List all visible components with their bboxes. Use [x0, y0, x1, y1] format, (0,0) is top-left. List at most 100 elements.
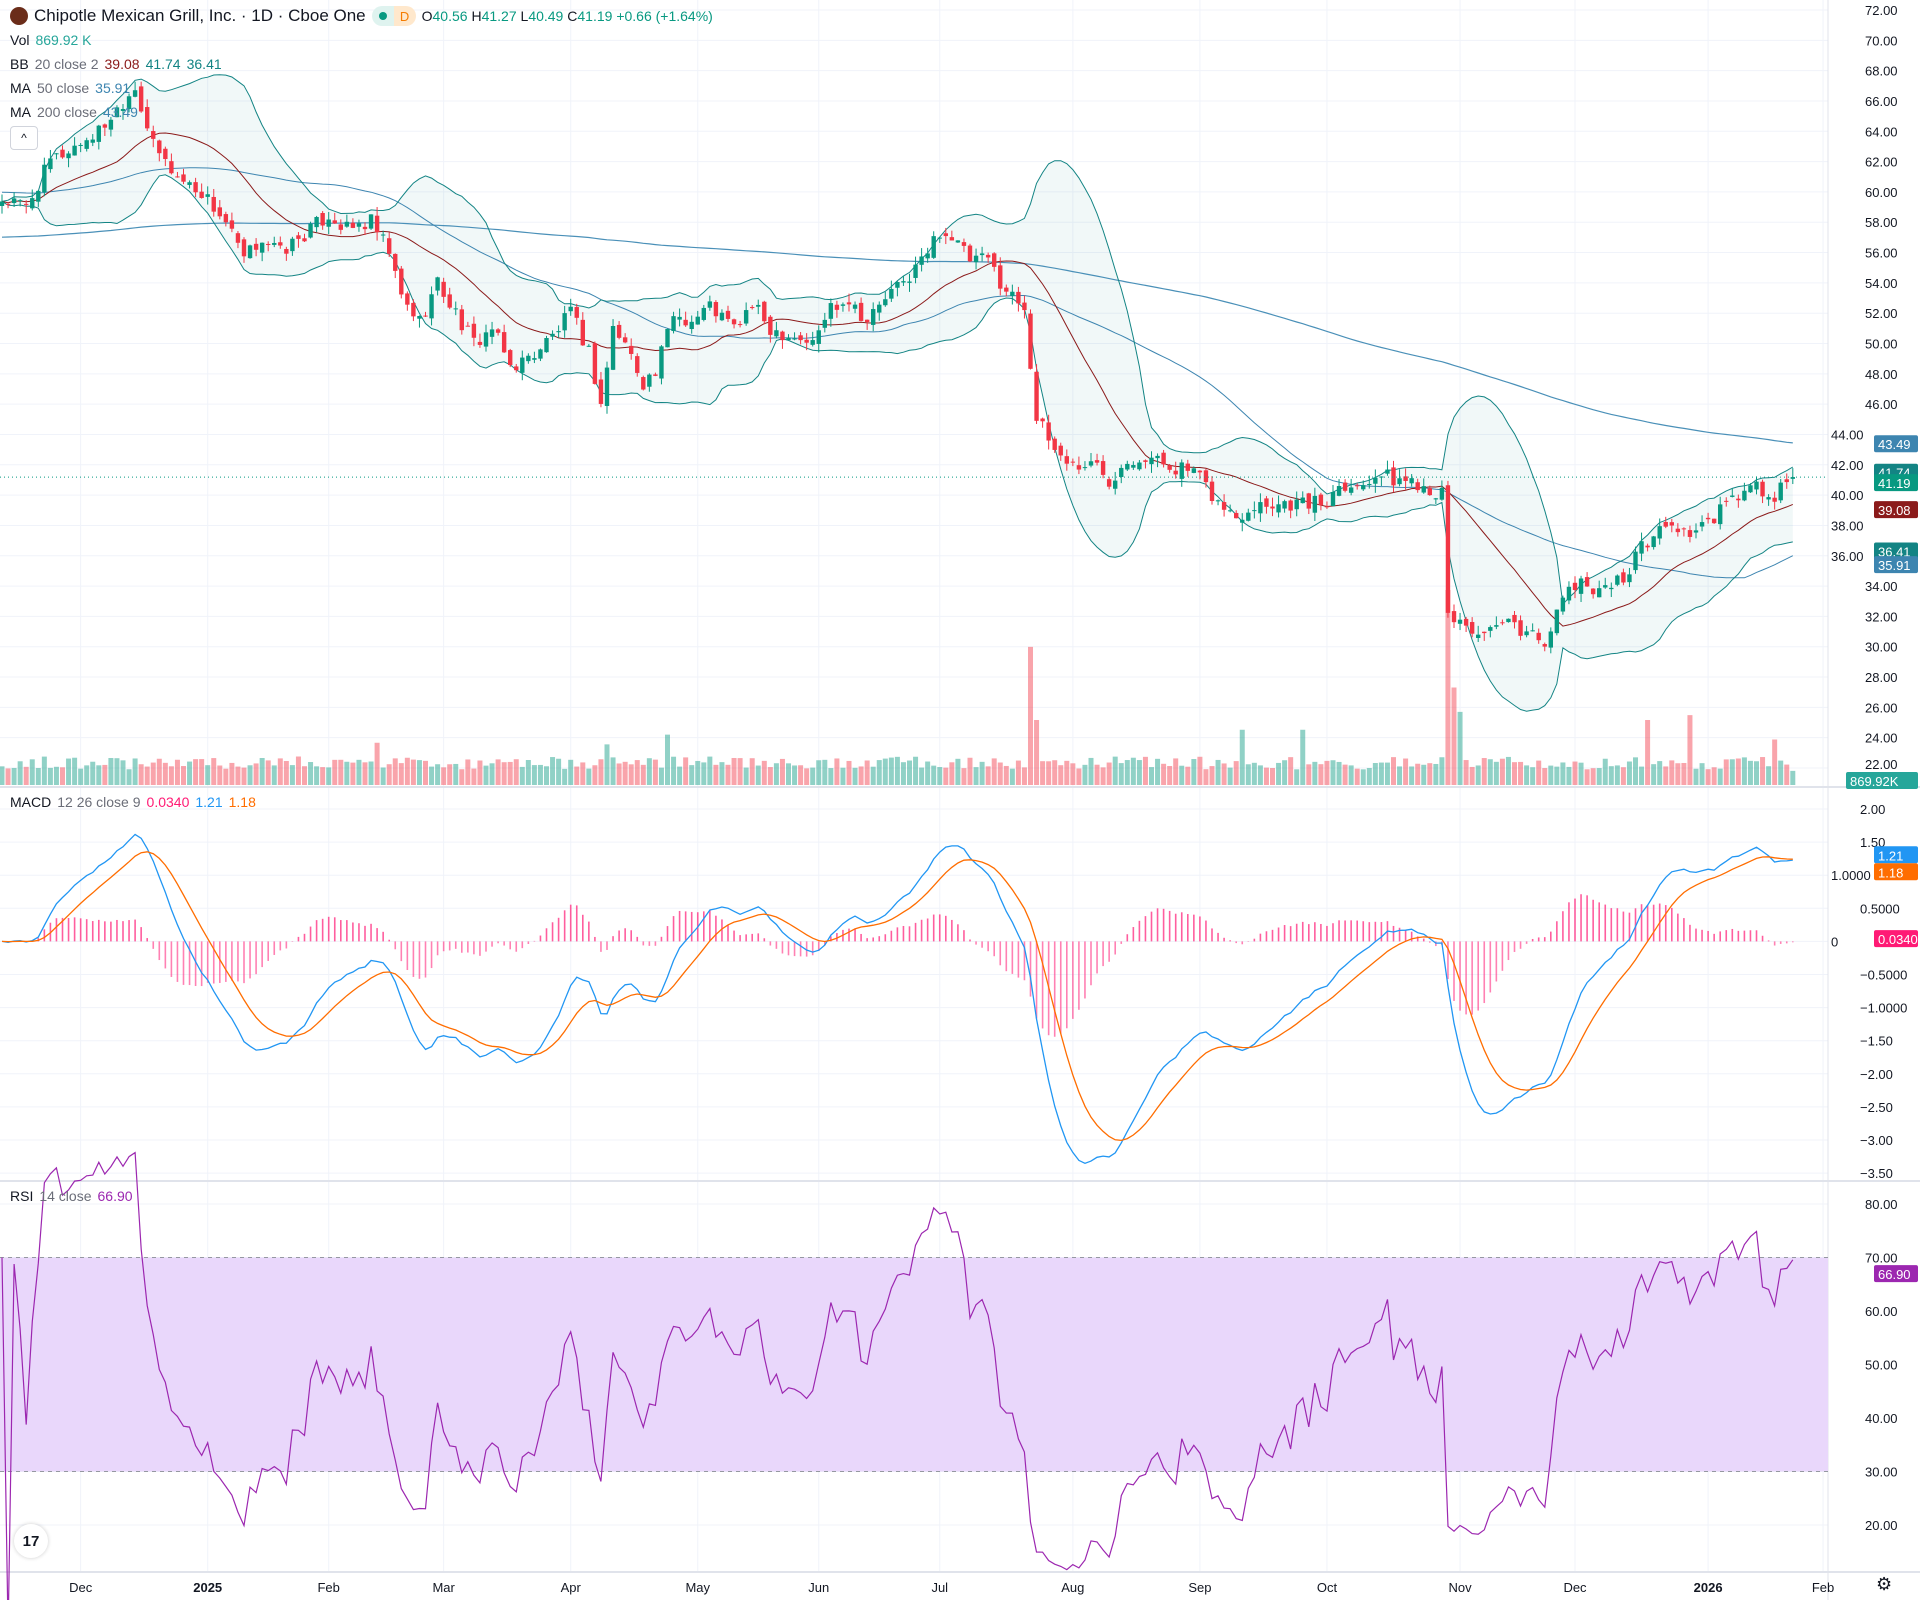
candle — [598, 371, 604, 408]
price-tick-label: 40.00 — [1831, 488, 1864, 503]
volume-legend[interactable]: Vol 869.92 K — [10, 32, 92, 48]
candle — [1161, 449, 1166, 468]
candle-body — [725, 310, 731, 319]
candle — [1548, 627, 1553, 654]
macd-legend[interactable]: MACD 12 26 close 9 0.0340 1.21 1.18 — [10, 794, 256, 810]
macd-tick-label: 0.5000 — [1860, 901, 1900, 916]
volume-bar — [1723, 759, 1729, 785]
volume-bar — [1003, 765, 1009, 785]
candle — [1215, 499, 1221, 506]
candle — [1391, 460, 1396, 493]
tradingview-logo-icon[interactable]: 17 — [14, 1524, 48, 1558]
candle — [1457, 612, 1463, 631]
candle — [235, 231, 241, 249]
macd-histogram — [7, 894, 1794, 1037]
candle-body — [1530, 630, 1535, 632]
volume-bar — [259, 757, 265, 785]
candle — [992, 252, 997, 272]
volume-bar — [640, 764, 646, 785]
ma50-legend[interactable]: MA 50 close 35.91 — [10, 80, 131, 96]
volume-bar — [1608, 766, 1614, 785]
volume-bar — [767, 767, 773, 785]
candle — [175, 171, 180, 178]
candle — [429, 286, 434, 326]
rsi-tick-label: 40.00 — [1865, 1411, 1898, 1426]
candle — [737, 320, 743, 328]
candle — [1082, 461, 1088, 471]
volume-bar — [1451, 687, 1457, 785]
volume-bar — [1518, 761, 1524, 785]
ma200-legend[interactable]: MA 200 close 43.49 — [10, 104, 138, 120]
candle-body — [1542, 644, 1547, 647]
candle-body — [1482, 631, 1487, 634]
time-axis-label: Dec — [69, 1580, 93, 1595]
macd-badge — [1874, 846, 1918, 864]
symbol-title[interactable]: Chipotle Mexican Grill, Inc. · 1D · Cboe… — [34, 6, 366, 25]
volume-bar — [471, 768, 477, 785]
volume-bar — [211, 758, 217, 785]
candle-body — [1300, 497, 1305, 504]
candle-body — [1633, 551, 1638, 571]
candle — [399, 265, 404, 299]
candle — [943, 227, 948, 245]
volume-bar — [822, 759, 828, 785]
volume-bar — [1185, 766, 1191, 785]
candle-body — [429, 294, 434, 319]
candle-body — [1106, 479, 1112, 487]
rsi-legend[interactable]: RSI 14 close 66.90 — [10, 1188, 133, 1204]
volume-bar — [338, 759, 344, 785]
candle — [1119, 464, 1124, 484]
ma50-badge — [1874, 556, 1918, 574]
candle — [187, 180, 192, 189]
volume-bar — [1263, 767, 1269, 785]
candle — [477, 333, 483, 348]
rsi-tick-label: 20.00 — [1865, 1518, 1898, 1533]
candle — [1137, 460, 1142, 471]
volume-bar — [72, 757, 78, 785]
volume-bar — [1155, 758, 1161, 785]
volume-bar — [96, 765, 102, 785]
volume-bar — [1094, 764, 1100, 785]
volume-bar — [574, 766, 580, 785]
ohlc-values: O40.56 H41.27 L40.49 C41.19 +0.66 (+1.64… — [421, 8, 713, 24]
candle-body — [731, 319, 737, 325]
candle-body — [1143, 460, 1148, 462]
candle — [792, 332, 797, 341]
candle — [1699, 515, 1705, 532]
volume-bar — [465, 759, 471, 785]
volume-bar — [1372, 763, 1378, 785]
volume-bar — [592, 765, 598, 785]
candle — [151, 125, 156, 148]
candle-body — [1687, 530, 1693, 537]
volume-bar — [447, 764, 453, 785]
candle-body — [1724, 500, 1729, 502]
candle-body — [713, 302, 719, 317]
candle — [1288, 499, 1293, 519]
candle — [1645, 543, 1650, 552]
candle — [877, 301, 882, 321]
candle — [290, 236, 295, 256]
candle-body — [187, 182, 192, 185]
candle — [344, 214, 350, 228]
candle — [1258, 493, 1263, 522]
candle-body — [423, 315, 428, 317]
candle-body — [1234, 512, 1239, 519]
settings-gear-icon[interactable]: ⚙ — [1876, 1574, 1893, 1594]
candle-body — [1324, 506, 1330, 508]
market-status-pill[interactable]: D — [371, 6, 416, 26]
candle-body — [604, 367, 610, 406]
candle-body — [489, 329, 495, 337]
volume-bar — [1203, 769, 1209, 785]
candle — [1342, 479, 1348, 493]
candle — [610, 319, 616, 371]
collapse-legend-button[interactable]: ^ — [10, 126, 38, 150]
candle — [731, 318, 737, 329]
candle-body — [48, 158, 53, 170]
volume-bar — [386, 764, 392, 785]
bb-legend[interactable]: BB 20 close 2 39.08 41.74 36.41 — [10, 56, 222, 72]
candle-body — [1355, 485, 1360, 487]
candle — [1621, 568, 1626, 586]
candle-body — [278, 242, 283, 246]
candle-body — [514, 366, 519, 371]
